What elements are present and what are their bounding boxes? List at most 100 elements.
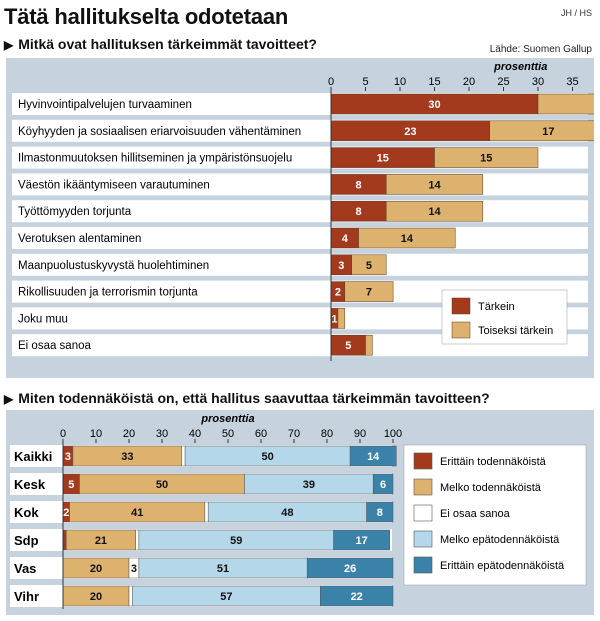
data-label: 15: [480, 153, 492, 165]
category-label: Sdp: [14, 533, 39, 548]
legend-swatch: [413, 452, 433, 470]
category-label: Vas: [14, 561, 36, 576]
legend-box: [403, 444, 587, 586]
category-label: Joku muu: [18, 313, 68, 325]
x-tick-label: 30: [156, 428, 168, 440]
data-label: 33: [121, 451, 133, 463]
data-label: 4: [342, 233, 349, 245]
row-background: [12, 253, 588, 276]
data-label: 41: [131, 507, 143, 519]
data-label: 2: [63, 507, 69, 519]
data-label: 17: [356, 535, 368, 547]
data-label: 57: [220, 591, 232, 603]
data-label: 1: [331, 313, 337, 325]
data-label: 14: [428, 179, 441, 191]
data-label: 5: [345, 340, 351, 352]
bar-segment: [128, 585, 133, 607]
bar-segment: [204, 501, 209, 523]
question-2-text: Miten todennäköistä on, että hallitus sa…: [18, 390, 490, 406]
x-tick-label: 5: [362, 76, 368, 88]
data-label: 15: [377, 153, 389, 165]
x-tick-label: 90: [354, 428, 366, 440]
data-label: 20: [90, 591, 102, 603]
bar-segment: [385, 200, 484, 222]
data-label: 7: [366, 287, 372, 299]
bar-segment: [306, 557, 394, 579]
category-label: Köyhyyden ja sosiaalisen eriarvoisuuden …: [18, 126, 301, 138]
x-tick-label: 100: [384, 428, 402, 440]
legend-swatch: [451, 321, 471, 339]
category-label: Hyvinvointipalvelujen turvaaminen: [18, 99, 192, 111]
page-title: Tätä hallitukselta odotetaan: [4, 4, 289, 29]
x-tick-label: 25: [497, 76, 509, 88]
legend-label: Toiseksi tärkein: [478, 325, 553, 337]
data-label: 8: [356, 179, 362, 191]
data-label: 21: [95, 535, 107, 547]
data-label: 8: [356, 206, 362, 218]
source-text: Lähde: Suomen Gallup: [489, 44, 592, 55]
data-label: 50: [261, 451, 273, 463]
question-2: ▶ Miten todennäköistä on, että hallitus s…: [4, 390, 490, 406]
question-1-text: Mitkä ovat hallituksen tärkeimmät tavoit…: [18, 36, 317, 52]
x-tick-label: 20: [463, 76, 475, 88]
data-label: 20: [90, 563, 102, 575]
x-tick-label: 20: [123, 428, 135, 440]
bar-segment: [320, 585, 394, 607]
bar-segment: [537, 93, 600, 115]
arrow-right-icon: ▶: [4, 38, 14, 52]
arrow-right-icon: ▶: [4, 392, 14, 406]
legend: Erittäin todennäköistä Melko todennäköist…: [403, 444, 587, 586]
bar-segment: [372, 473, 394, 495]
legend-swatch: [451, 297, 471, 315]
data-label: 3: [338, 260, 344, 272]
bar-segment: [337, 308, 346, 329]
legend-swatch: [413, 504, 433, 522]
data-label: 6: [380, 479, 386, 491]
bar-segment: [135, 529, 140, 551]
bar-segment: [434, 147, 539, 168]
category-label: Väestön ikääntymiseen varautuminen: [18, 179, 210, 191]
category-label: Kaikki: [14, 449, 52, 464]
data-label: 23: [404, 126, 416, 138]
bar-segment: [366, 501, 394, 523]
x-tick-label: 0: [60, 428, 66, 440]
legend: Tärkein Toiseksi tärkein: [441, 289, 568, 345]
legend-label: Erittäin todennäköistä: [440, 456, 547, 468]
x-tick-label: 40: [189, 428, 201, 440]
bar-segment: [351, 254, 387, 276]
data-label: 14: [428, 206, 441, 218]
data-label: 8: [377, 507, 383, 519]
credit-text: JH / HS: [560, 8, 592, 18]
data-label: 59: [230, 535, 242, 547]
category-label: Kesk: [14, 477, 46, 492]
chart-2-panel: prosenttia 0 10 20 30 40 50 60 70 80 90 100 Kaikki 3 3…: [6, 410, 594, 615]
legend-label: Ei osaa sanoa: [440, 508, 511, 520]
category-label: Kok: [14, 505, 39, 520]
x-tick-label: 0: [328, 76, 334, 88]
data-label: 2: [335, 287, 341, 299]
data-label: 30: [428, 99, 440, 111]
legend-label: Melko todennäköistä: [440, 482, 542, 494]
legend-swatch: [413, 478, 433, 496]
x-tick-label: 70: [288, 428, 300, 440]
data-label: 3: [131, 563, 137, 575]
x-tick-label: 35: [566, 76, 578, 88]
x-tick-label: 10: [90, 428, 102, 440]
data-label: 3: [65, 451, 71, 463]
bar-segment: [489, 120, 600, 142]
chart-1-panel: prosenttia0510152025303540455055Hyvinvoi…: [6, 58, 600, 378]
data-label: 14: [401, 233, 414, 245]
data-label: 17: [542, 126, 554, 138]
legend-swatch: [413, 530, 433, 548]
data-label: 50: [156, 479, 168, 491]
data-label: 14: [367, 451, 380, 463]
legend-label: Erittäin epätodennäköistä: [440, 560, 565, 572]
category-label: Vihr: [14, 589, 39, 604]
axis-title: prosenttia: [200, 413, 254, 425]
legend-label: Tärkein: [478, 301, 515, 313]
bar-segment: [385, 174, 484, 195]
x-tick-label: 50: [222, 428, 234, 440]
x-tick-label: 15: [428, 76, 440, 88]
bar-segment: [344, 281, 394, 302]
bar-segment: [365, 334, 373, 356]
